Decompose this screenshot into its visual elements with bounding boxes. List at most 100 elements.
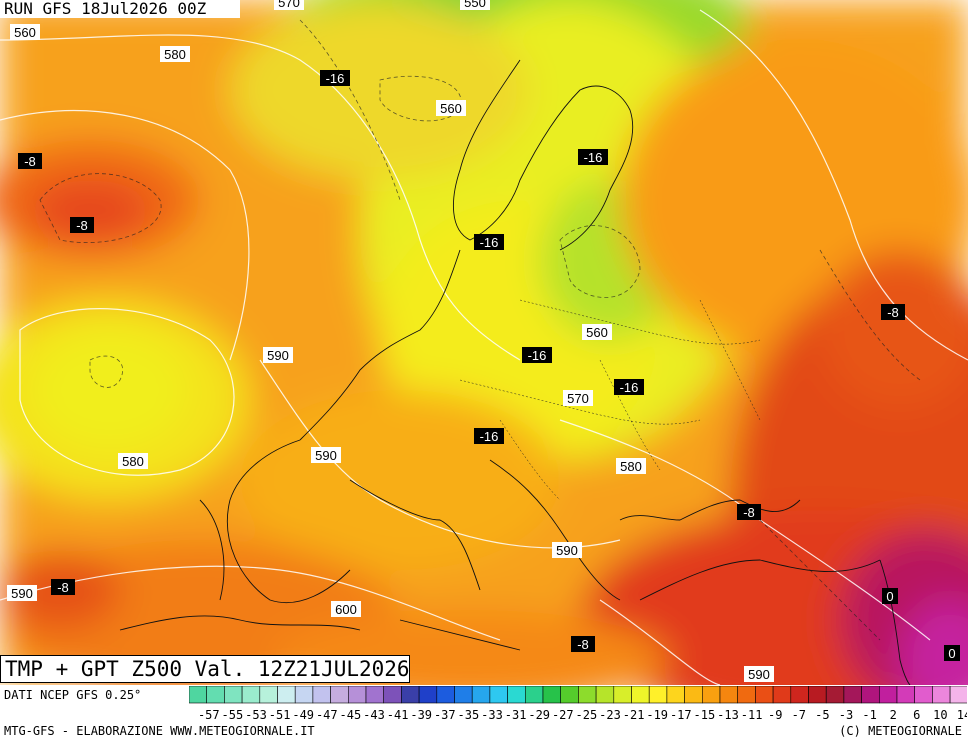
svg-text:590: 590 [267, 348, 289, 363]
svg-text:-8: -8 [24, 154, 36, 169]
legend-tick-label: -9 [768, 708, 782, 722]
legend-tick-label: 14 [957, 708, 967, 722]
legend-tick-label: -25 [576, 708, 598, 722]
legend-swatch [932, 686, 951, 704]
legend-tick-label: -51 [269, 708, 291, 722]
legend-tick-label: -43 [363, 708, 385, 722]
svg-text:-16: -16 [326, 71, 345, 86]
svg-text:580: 580 [164, 47, 186, 62]
legend-swatch [330, 686, 349, 704]
svg-text:590: 590 [315, 448, 337, 463]
legend-tick-label: -3 [839, 708, 853, 722]
svg-text:590: 590 [556, 543, 578, 558]
svg-text:-8: -8 [76, 218, 88, 233]
borders [459, 299, 761, 501]
legend-swatch [737, 686, 756, 704]
tmp-label: -16 [320, 70, 350, 86]
legend-swatch [189, 686, 208, 704]
legend-swatch [401, 686, 420, 704]
legend-tick-label: -1 [862, 708, 876, 722]
svg-text:560: 560 [14, 25, 36, 40]
legend-swatch [914, 686, 933, 704]
legend-swatch [489, 686, 508, 704]
legend-swatch [206, 686, 225, 704]
legend-tick-label: -29 [528, 708, 550, 722]
legend-swatch [949, 686, 967, 704]
gpt-label: 570 [563, 390, 593, 406]
gpt-label: 560 [582, 324, 612, 340]
legend-tick-label: -23 [599, 708, 621, 722]
tmp-label: 0 [944, 645, 960, 661]
gpt-label: 580 [616, 458, 646, 474]
tmp-label: -8 [70, 217, 94, 233]
gpt-label: 600 [331, 601, 361, 617]
tmp-label: -16 [474, 428, 504, 444]
tmp-label: -16 [522, 347, 552, 363]
legend-swatch [613, 686, 632, 704]
legend-tick-label: -27 [552, 708, 574, 722]
gpt-label: 590 [552, 542, 582, 558]
legend-swatch [312, 686, 331, 704]
legend-tick-label: -41 [387, 708, 409, 722]
svg-text:0: 0 [948, 646, 955, 661]
legend-swatch [418, 686, 438, 704]
legend-swatch [684, 686, 703, 704]
tmp-label-group: -16 -16 -16 -16 -16 -16 -8 -8 -8 -8 -8 -… [18, 70, 960, 661]
legend-swatch [224, 686, 243, 704]
gpt-label: 550 [460, 0, 490, 10]
color-legend: -57 -55 -53 -51 -49 -47 -45 -43 -41 -39 -37 -35 -33-… [189, 686, 967, 722]
coastlines [119, 59, 911, 685]
legend-swatch [843, 686, 862, 704]
svg-text:560: 560 [586, 325, 608, 340]
gpt-label: 560 [436, 100, 466, 116]
svg-text:570: 570 [567, 391, 589, 406]
legend-swatch [648, 686, 668, 704]
gpt-label: 580 [118, 453, 148, 469]
legend-tick-label: -47 [316, 708, 338, 722]
legend-tick-label: -35 [458, 708, 480, 722]
legend-swatch [277, 686, 296, 704]
tmp-label: -16 [474, 234, 504, 250]
tmp-label: 0 [882, 588, 898, 604]
gpt-contours [0, 9, 968, 685]
legend-tick-label: -11 [741, 708, 763, 722]
svg-text:590: 590 [748, 667, 770, 682]
legend-tick-label: -19 [646, 708, 668, 722]
legend-swatch [595, 686, 615, 704]
svg-text:550: 550 [464, 0, 486, 10]
legend-tick-label: -7 [792, 708, 806, 722]
tmp-label: -8 [881, 304, 905, 320]
legend-swatch [631, 686, 650, 704]
tmp-label: -8 [51, 579, 75, 595]
legend-tick-label: -33 [481, 708, 503, 722]
tmp-label: -16 [578, 149, 608, 165]
legend-swatch [259, 686, 278, 704]
copyright-label: (C) METEOGIORNALE [839, 724, 962, 738]
gpt-label: 560 [10, 24, 40, 40]
legend-swatch [878, 686, 898, 704]
legend-tick-label: -5 [815, 708, 829, 722]
legend-swatch [578, 686, 597, 704]
legend-swatch [365, 686, 385, 704]
svg-text:-16: -16 [620, 380, 639, 395]
weather-map: 560 580 590 590 580 570 550 560 560 570 … [0, 0, 968, 685]
gpt-label: 570 [274, 0, 304, 10]
legend-tick-label: 6 [913, 708, 920, 722]
gpt-label: 590 [311, 447, 341, 463]
legend-swatch [808, 686, 827, 704]
legend-tick-label: -49 [292, 708, 314, 722]
legend-swatch [348, 686, 367, 704]
gpt-label: 590 [7, 585, 37, 601]
legend-tick-label: -31 [505, 708, 527, 722]
legend-swatch [701, 686, 721, 704]
legend-swatch [436, 686, 455, 704]
tmp-label: -8 [737, 504, 761, 520]
svg-text:570: 570 [278, 0, 300, 10]
legend-swatch [861, 686, 880, 704]
svg-text:600: 600 [335, 602, 357, 617]
gpt-label: 580 [160, 46, 190, 62]
gpt-label-group: 560 580 590 590 580 570 550 560 560 570 … [7, 0, 774, 682]
legend-swatch [383, 686, 402, 704]
svg-text:-8: -8 [887, 305, 899, 320]
svg-text:590: 590 [11, 586, 33, 601]
